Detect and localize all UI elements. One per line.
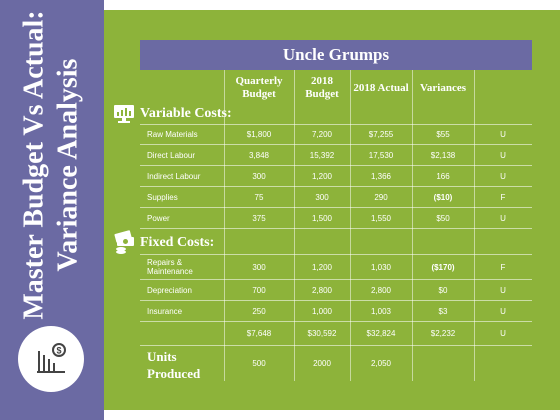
monitor-chart-icon [114, 105, 134, 123]
cell-quarterly: 250 [252, 306, 266, 316]
table-row: Raw Materials $1,800 7,200 $7,255 $55 U [140, 124, 532, 145]
variable-costs-heading: Variable Costs: [140, 106, 232, 121]
cell-variance: ($170) [431, 262, 455, 272]
cell-budget: 300 [315, 192, 329, 202]
table-row: Repairs & Maintenance 300 1,200 1,030 ($170)… [140, 254, 532, 280]
cell-actual: 1,366 [370, 171, 392, 181]
cell-quarterly: $1,800 [246, 130, 272, 139]
column-header-variances: Variances [419, 81, 467, 94]
units-row: 500 2000 2,050 [140, 346, 532, 380]
cell-quarterly: 300 [252, 262, 266, 272]
cell-actual: 1,030 [370, 262, 392, 272]
cell-actual: 17,530 [368, 150, 394, 160]
cell-budget: 15,392 [309, 150, 335, 160]
column-header-actual: 2018 Actual [353, 81, 409, 94]
cell-flag: U [500, 306, 506, 316]
cell-quarterly: 300 [252, 171, 266, 181]
cell-budget: 1,200 [311, 171, 333, 181]
content-panel [104, 10, 560, 410]
title-line-2: Variance Analysis [53, 58, 85, 272]
page-title: Master Budget Vs Actual: Variance Analys… [18, 10, 86, 319]
cell-flag: F [500, 192, 506, 202]
cell-flag: U [500, 150, 506, 160]
total-flag: U [500, 329, 506, 338]
money-stack-icon [114, 230, 134, 254]
sidebar-title: Master Budget Vs Actual: Variance Analys… [0, 0, 104, 330]
cell-budget: 1,200 [311, 262, 333, 272]
cell-flag: F [500, 262, 506, 272]
chart-dollar-icon: $ [37, 343, 66, 373]
cell-flag: U [500, 171, 506, 181]
units-quarterly: 500 [252, 358, 266, 368]
cell-actual: 2,800 [370, 285, 392, 295]
table-title: Uncle Grumps [140, 40, 532, 70]
sidebar-icon-badge: $ [18, 326, 84, 392]
row-label: Power [147, 213, 170, 223]
table-row: Supplies 75 300 290 ($10) F [140, 187, 532, 208]
totals-row: $7,648 $30,592 $32,824 $2,232 U [140, 322, 532, 346]
row-label: Depreciation [147, 285, 192, 295]
cell-actual: $7,255 [368, 130, 394, 139]
table-row: Direct Labour 3,848 15,392 17,530 $2,138 U [140, 145, 532, 166]
cell-actual: 1,003 [370, 306, 392, 316]
table-row: Indirect Labour 300 1,200 1,366 166 U [140, 166, 532, 187]
cell-budget: 2,800 [311, 285, 333, 295]
units-produced-label: Units Produced [147, 349, 201, 381]
cell-variance: 166 [436, 171, 450, 181]
cell-variance: $0 [438, 285, 448, 295]
cell-flag: U [500, 130, 506, 139]
units-budget: 2000 [313, 358, 331, 368]
row-label: Indirect Labour [147, 171, 201, 181]
table-row: Insurance 250 1,000 1,003 $3 U [140, 301, 532, 322]
cell-flag: U [500, 213, 506, 223]
row-label: Repairs & Maintenance [147, 258, 193, 276]
cell-variance: ($10) [433, 192, 453, 202]
column-header-budget: 2018 Budget [305, 75, 339, 100]
total-quarterly: $7,648 [246, 329, 272, 338]
row-label: Insurance [147, 306, 183, 316]
cell-variance: $50 [436, 213, 450, 223]
column-header-quarterly: Quarterly Budget [235, 75, 283, 100]
fixed-costs-heading: Fixed Costs: [140, 235, 215, 250]
cell-budget: 7,200 [311, 130, 333, 139]
svg-text:$: $ [56, 346, 61, 356]
cell-budget: 1,500 [311, 213, 333, 223]
sidebar: Master Budget Vs Actual: Variance Analys… [0, 0, 104, 420]
row-label: Direct Labour [147, 150, 196, 160]
table-row: Power 375 1,500 1,550 $50 U [140, 208, 532, 229]
cell-actual: 1,550 [370, 213, 392, 223]
cell-quarterly: 75 [254, 192, 264, 202]
cell-budget: 1,000 [311, 306, 333, 316]
units-actual: 2,050 [370, 358, 392, 368]
cell-variance: $2,138 [430, 150, 456, 160]
table-row: Depreciation 700 2,800 2,800 $0 U [140, 280, 532, 301]
row-label: Raw Materials [147, 130, 198, 139]
cell-flag: U [500, 285, 506, 295]
title-line-1: Master Budget Vs Actual: [19, 10, 51, 320]
cell-quarterly: 3,848 [248, 150, 270, 160]
cell-variance: $55 [436, 130, 450, 139]
total-variance: $2,232 [430, 329, 456, 338]
total-actual: $32,824 [366, 329, 396, 338]
row-label: Supplies [147, 192, 178, 202]
cell-variance: $3 [438, 306, 448, 316]
cell-quarterly: 375 [252, 213, 266, 223]
cell-actual: 290 [374, 192, 388, 202]
cell-quarterly: 700 [252, 285, 266, 295]
total-budget: $30,592 [307, 329, 337, 338]
